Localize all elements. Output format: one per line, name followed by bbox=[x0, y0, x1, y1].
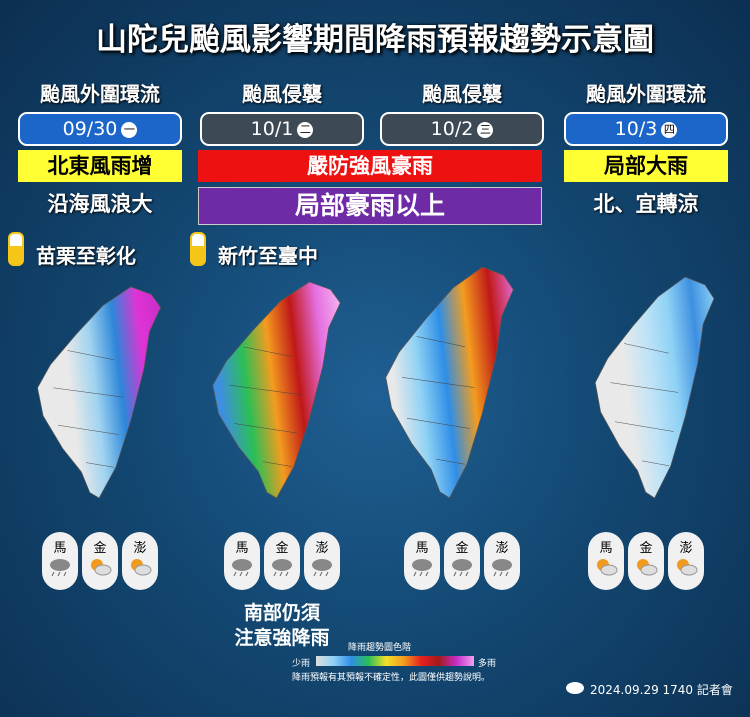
island-badge: 馬 bbox=[404, 532, 440, 590]
date: 10/1 bbox=[250, 118, 294, 140]
banner: 嚴防強風豪雨 bbox=[198, 150, 542, 182]
rain-map bbox=[212, 281, 341, 499]
taiwan-shape bbox=[212, 281, 341, 499]
footer-source: 2024.09.29 1740 記者會 bbox=[590, 683, 733, 697]
weather-icon bbox=[452, 559, 472, 577]
date-pill: 09/30 一 bbox=[18, 112, 182, 146]
remark: 注意強降雨 bbox=[234, 627, 330, 649]
island-name: 金 bbox=[455, 541, 469, 556]
island-badge: 澎 bbox=[122, 532, 158, 590]
thermometer bbox=[190, 232, 206, 266]
weather-icon bbox=[91, 559, 112, 576]
notice: 局部大雨 bbox=[564, 150, 728, 182]
phase-label: 颱風侵襲 bbox=[422, 82, 502, 106]
date-pill: 10/2 三 bbox=[380, 112, 544, 146]
rain-map bbox=[37, 286, 162, 499]
weekday: 二 bbox=[297, 121, 314, 138]
island-badge: 金 bbox=[82, 532, 118, 590]
taiwan-shape bbox=[385, 266, 514, 499]
taiwan-shape bbox=[37, 286, 162, 499]
island-name: 澎 bbox=[679, 541, 693, 556]
weather-icon bbox=[492, 559, 512, 577]
banner: 局部豪雨以上 bbox=[198, 187, 542, 225]
island-name: 馬 bbox=[235, 541, 249, 556]
weekday: 一 bbox=[121, 121, 138, 138]
note: 沿海風浪大 bbox=[47, 192, 153, 216]
weather-icon bbox=[272, 559, 292, 577]
temperature: 新竹至臺中 bbox=[218, 244, 318, 268]
county-lines bbox=[610, 343, 679, 467]
weather-icon bbox=[232, 559, 252, 577]
island-name: 金 bbox=[93, 541, 107, 556]
county-lines bbox=[229, 346, 302, 467]
logo bbox=[566, 682, 584, 694]
island-name: 澎 bbox=[133, 541, 147, 556]
island-badge: 馬 bbox=[588, 532, 624, 590]
island-name: 馬 bbox=[415, 541, 429, 556]
rain-map bbox=[385, 266, 514, 499]
date-pill: 10/1 二 bbox=[200, 112, 364, 146]
island-badge: 澎 bbox=[668, 532, 704, 590]
island-name: 馬 bbox=[599, 541, 613, 556]
phase-label: 颱風外圍環流 bbox=[586, 82, 706, 106]
phase-label: 颱風侵襲 bbox=[242, 82, 322, 106]
weather-icon bbox=[637, 559, 658, 576]
temperature: 苗栗至彰化 bbox=[36, 244, 136, 268]
disclaimer: 降雨預報有其預報不確定性，此圖僅供趨勢說明。 bbox=[292, 673, 491, 683]
legend-high: 多雨 bbox=[478, 659, 497, 669]
date: 10/2 bbox=[430, 118, 474, 140]
notice: 北東風雨增 bbox=[18, 150, 182, 182]
county-lines bbox=[53, 350, 124, 468]
legend-low: 少雨 bbox=[292, 659, 311, 669]
island-name: 馬 bbox=[53, 541, 67, 556]
thermometer bbox=[8, 232, 24, 266]
legend-scale bbox=[316, 656, 474, 666]
weather-icon bbox=[131, 559, 152, 576]
phase-label: 颱風外圍環流 bbox=[40, 82, 160, 106]
title: 山陀兒颱風影響期間降雨預報趨勢示意圖 bbox=[96, 22, 654, 58]
note: 北、宜轉涼 bbox=[593, 192, 699, 216]
island-badge: 澎 bbox=[484, 532, 520, 590]
date-pill: 10/3 四 bbox=[564, 112, 728, 146]
weather-icon bbox=[677, 559, 698, 576]
island-name: 金 bbox=[275, 541, 289, 556]
weather-icon bbox=[597, 559, 618, 576]
island-badge: 澎 bbox=[304, 532, 340, 590]
island-name: 金 bbox=[639, 541, 653, 556]
remark: 南部仍須 bbox=[243, 602, 320, 624]
island-badge: 金 bbox=[444, 532, 480, 590]
legend-title: 降雨趨勢圖色階 bbox=[348, 643, 412, 653]
island-badge: 金 bbox=[628, 532, 664, 590]
date: 09/30 bbox=[62, 118, 118, 140]
weather-icon bbox=[312, 559, 332, 577]
taiwan-shape bbox=[594, 276, 715, 499]
island-name: 澎 bbox=[495, 541, 509, 556]
county-lines bbox=[402, 336, 475, 465]
island-name: 澎 bbox=[315, 541, 329, 556]
weather-icon bbox=[50, 559, 70, 577]
weekday: 四 bbox=[661, 121, 678, 138]
rain-map bbox=[594, 276, 715, 499]
weekday: 三 bbox=[477, 121, 494, 138]
date: 10/3 bbox=[614, 118, 658, 140]
island-badge: 馬 bbox=[224, 532, 260, 590]
weather-icon bbox=[412, 559, 432, 577]
island-badge: 馬 bbox=[42, 532, 78, 590]
island-badge: 金 bbox=[264, 532, 300, 590]
